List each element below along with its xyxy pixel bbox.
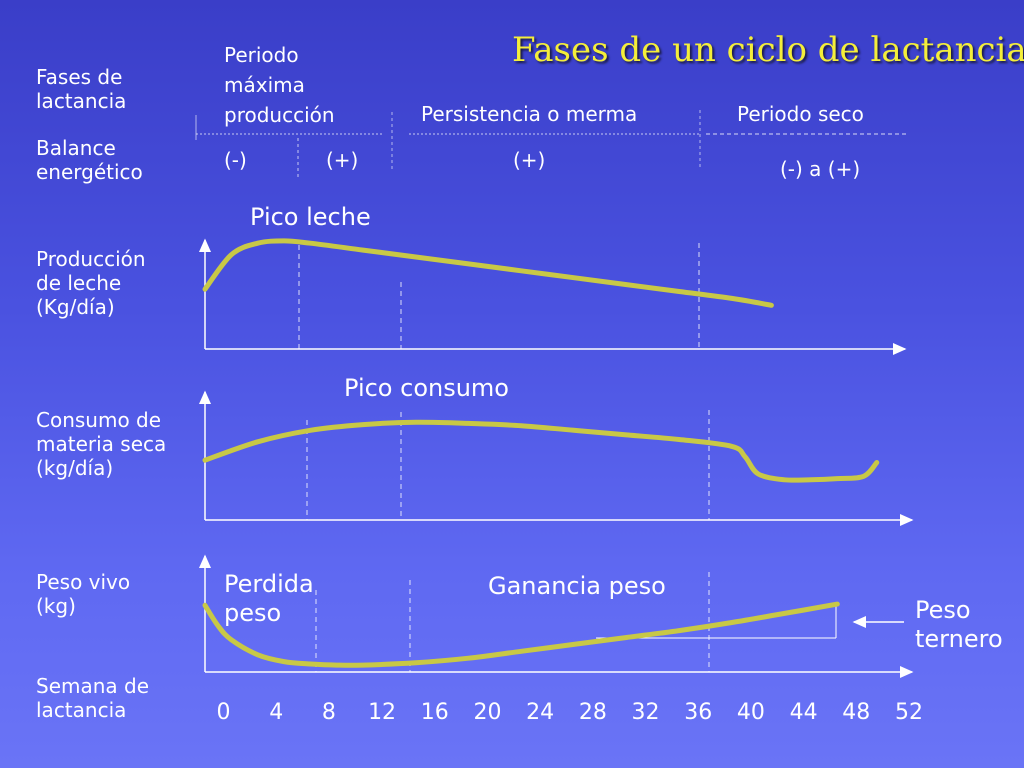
phase-persistencia: Persistencia o merma bbox=[421, 102, 638, 126]
curve-produccion-leche bbox=[202, 238, 774, 308]
week-tick-44: 44 bbox=[789, 700, 818, 725]
week-tick-36: 36 bbox=[684, 700, 713, 725]
row-label-fases: Fases de lactancia bbox=[36, 65, 127, 113]
row-label-peso: Peso vivo (kg) bbox=[36, 570, 131, 618]
annotation-perdida-peso: Perdida peso bbox=[224, 570, 314, 627]
row-label-balance: Balance energético bbox=[36, 136, 143, 184]
page-title: Fases de un ciclo de lactancia bbox=[512, 30, 1024, 70]
annotation-peso-ternero: Peso ternero bbox=[915, 596, 1003, 653]
balance-seco: (-) a (+) bbox=[780, 157, 861, 181]
row-label-semana: Semana de lactancia bbox=[36, 674, 150, 722]
week-tick-4: 4 bbox=[269, 700, 284, 725]
week-tick-12: 12 bbox=[368, 700, 397, 725]
balance-persistencia: (+) bbox=[513, 148, 546, 172]
week-tick-8: 8 bbox=[321, 700, 336, 725]
row-label-consumo: Consumo de materia seca (kg/día) bbox=[36, 408, 167, 480]
annotation-pico-consumo: Pico consumo bbox=[344, 374, 509, 402]
row-label-produccion: Producción de leche (Kg/día) bbox=[36, 247, 146, 319]
week-tick-0: 0 bbox=[216, 700, 231, 725]
week-tick-32: 32 bbox=[631, 700, 660, 725]
week-tick-52: 52 bbox=[895, 700, 923, 725]
annotation-pico-leche: Pico leche bbox=[250, 203, 371, 231]
week-tick-48: 48 bbox=[842, 700, 871, 725]
curve-consumo-materia-seca bbox=[202, 419, 880, 483]
balance-maxima-positivo: (+) bbox=[326, 148, 359, 172]
phase-maxima-produccion: Periodo máxima producción bbox=[224, 43, 335, 127]
week-tick-24: 24 bbox=[526, 700, 555, 725]
week-tick-20: 20 bbox=[473, 700, 502, 725]
curves-group bbox=[202, 238, 880, 668]
curve-peso-vivo bbox=[202, 601, 840, 668]
balance-maxima-negativo: (-) bbox=[224, 148, 247, 172]
annotation-ganancia-peso: Ganancia peso bbox=[488, 572, 666, 600]
week-tick-16: 16 bbox=[420, 700, 449, 725]
phase-periodo-seco: Periodo seco bbox=[737, 102, 864, 126]
week-tick-28: 28 bbox=[578, 700, 607, 725]
week-tick-40: 40 bbox=[736, 700, 765, 725]
